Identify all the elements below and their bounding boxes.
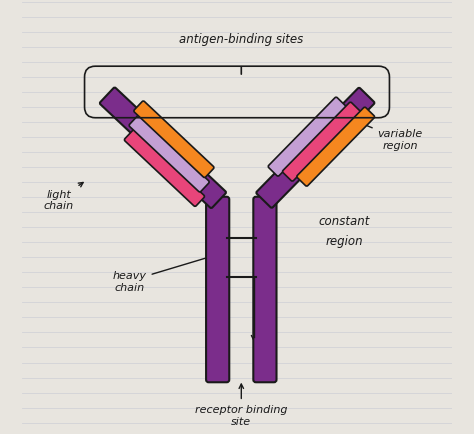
Text: light
chain: light chain [44, 183, 83, 210]
Text: variable
region: variable region [346, 118, 423, 151]
FancyBboxPatch shape [134, 102, 214, 178]
Text: antigen-binding sites: antigen-binding sites [179, 33, 303, 46]
FancyBboxPatch shape [100, 89, 226, 209]
FancyBboxPatch shape [206, 197, 229, 382]
FancyBboxPatch shape [283, 103, 360, 182]
FancyBboxPatch shape [256, 89, 374, 208]
FancyBboxPatch shape [129, 116, 209, 193]
Text: receptor binding
site: receptor binding site [195, 384, 288, 426]
FancyBboxPatch shape [124, 131, 204, 207]
FancyBboxPatch shape [297, 108, 374, 187]
Text: constant: constant [319, 215, 370, 228]
Text: heavy
chain: heavy chain [113, 256, 211, 292]
FancyBboxPatch shape [253, 197, 276, 382]
FancyBboxPatch shape [268, 98, 346, 177]
Text: region: region [326, 234, 363, 247]
